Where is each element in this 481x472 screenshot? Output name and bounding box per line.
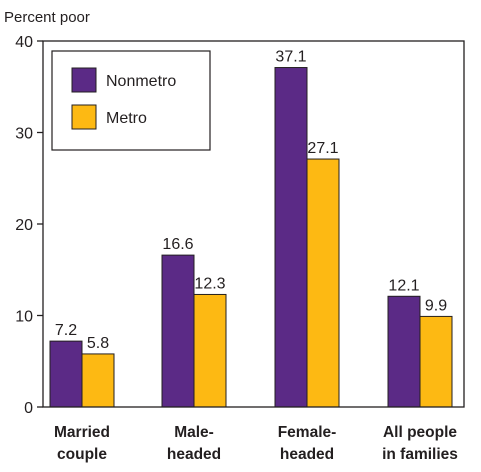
category-label: headed — [167, 446, 221, 463]
category-label: in families — [382, 446, 458, 463]
data-labels: 7.2 16.6 37.1 12.1 5.8 12.3 27.1 9.9 — [55, 49, 447, 352]
bars — [49, 67, 453, 408]
legend-swatch-metro — [71, 104, 97, 130]
plot-frame — [42, 40, 465, 408]
bar-metro — [306, 158, 340, 408]
category-label: Male- — [174, 424, 214, 441]
category-labels: Married couple Male-headed Female-headed All… — [54, 424, 458, 463]
legend-box — [51, 50, 211, 151]
y-tick-label: 20 — [15, 217, 33, 234]
bar-metro — [419, 315, 453, 408]
bar-nonmetro — [49, 340, 83, 408]
legend: Nonmetro Metro — [51, 50, 211, 151]
bar-nonmetro — [387, 295, 421, 408]
y-tick-label: 30 — [15, 126, 33, 143]
y-axis-ticks: 0 10 20 30 40 — [15, 34, 43, 417]
y-tick-label: 10 — [15, 309, 33, 326]
y-tick-label: 40 — [15, 34, 33, 51]
bar-metro — [81, 353, 115, 408]
category-label: Married — [54, 424, 110, 441]
data-label: 16.6 — [162, 236, 193, 253]
data-label: 37.1 — [275, 49, 306, 66]
category-label: All people — [383, 424, 457, 441]
data-label: 9.9 — [425, 297, 447, 314]
data-label: 5.8 — [87, 335, 109, 352]
bar-nonmetro — [274, 67, 308, 408]
legend-label: Nonmetro — [106, 73, 176, 90]
data-label: 12.3 — [194, 275, 225, 292]
data-label: 27.1 — [307, 140, 338, 157]
bar-nonmetro — [161, 254, 195, 408]
y-axis-title: Percent poor — [4, 9, 90, 26]
legend-swatch-nonmetro — [71, 67, 97, 93]
category-label: couple — [57, 446, 107, 463]
category-label: headed — [280, 446, 334, 463]
data-label: 7.2 — [55, 322, 77, 339]
y-tick-label: 0 — [24, 400, 33, 417]
legend-label: Metro — [106, 110, 147, 127]
bar-metro — [193, 293, 227, 408]
category-label: Female- — [278, 424, 337, 441]
data-label: 12.1 — [388, 277, 419, 294]
